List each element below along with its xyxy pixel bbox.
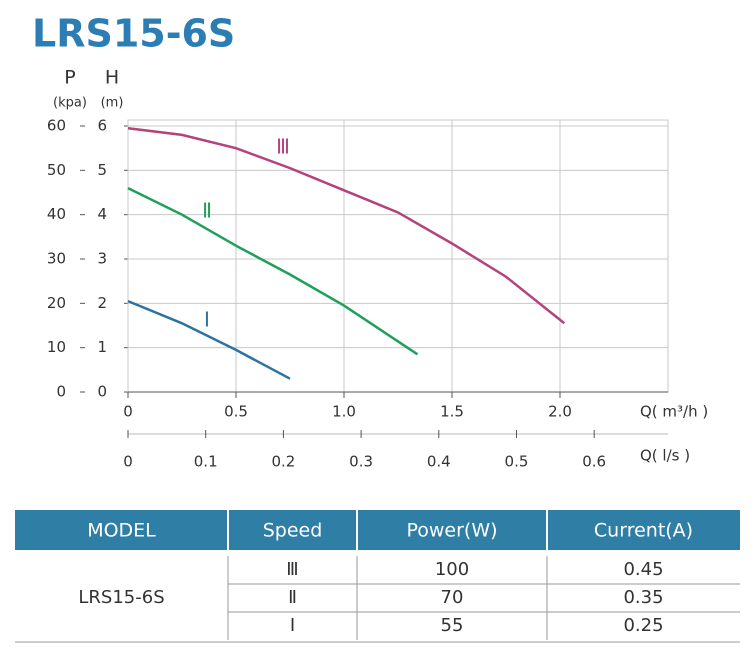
y-tick-label: 0	[97, 383, 107, 401]
curve-label: Ⅰ	[204, 308, 210, 332]
y-tick-label: 1	[97, 338, 107, 356]
table-header: Power(W)	[406, 520, 497, 542]
x-tick-label: 1.5	[440, 403, 464, 421]
table-cell: 100	[435, 559, 469, 580]
y2-tick-label: 10	[47, 338, 66, 356]
y2-unit: (kpa)	[53, 96, 87, 111]
y-tick-label: 6	[97, 117, 107, 135]
curve	[127, 126, 566, 325]
x2-tick-label: 0.2	[271, 453, 295, 471]
table-header: Speed	[263, 520, 323, 542]
y-tick-label: 3	[97, 250, 107, 268]
y-tick-label: 2	[97, 294, 107, 312]
chart-title: LRS15-6S	[32, 12, 235, 56]
x2-tick-label: 0.6	[582, 453, 606, 471]
curve-label: Ⅱ	[202, 199, 212, 223]
y-label: H	[105, 67, 119, 89]
y2-tick-label: 20	[47, 294, 66, 312]
x-tick-label: 1.0	[332, 403, 356, 421]
x2-label: Q( l/s )	[640, 447, 690, 465]
table-cell: 0.35	[623, 587, 663, 608]
table-cell: 0.25	[623, 615, 663, 636]
x2-tick-label: 0.1	[194, 453, 218, 471]
x-tick-label: 2.0	[548, 403, 572, 421]
curve-label: Ⅲ	[276, 135, 290, 159]
x2-tick-label: 0.4	[427, 453, 451, 471]
y-unit: (m)	[101, 96, 124, 111]
y-tick-label: 5	[97, 161, 107, 179]
table-cell: Ⅲ	[286, 559, 298, 580]
table-cell: Ⅰ	[290, 615, 295, 636]
x2-tick-label: 0.5	[505, 453, 529, 471]
table-cell: 55	[441, 615, 464, 636]
plot-frame	[127, 119, 669, 393]
table-cell: Ⅱ	[288, 587, 297, 608]
table-header: MODEL	[87, 520, 156, 542]
y2-tick-label: 60	[47, 117, 66, 135]
y2-tick-label: 40	[47, 205, 66, 223]
x2-tick-label: 0	[123, 453, 133, 471]
y2-label: P	[64, 67, 75, 89]
y2-tick-label: 50	[47, 161, 66, 179]
table-header: Current(A)	[594, 520, 693, 542]
curve	[127, 186, 419, 356]
y2-tick-label: 0	[56, 383, 66, 401]
curve	[127, 299, 291, 380]
model-cell: LRS15-6S	[78, 587, 164, 608]
x-label: Q( m³/h )	[640, 403, 708, 421]
table-header-bg	[15, 510, 740, 550]
table-cell: 70	[441, 587, 464, 608]
y-tick-label: 4	[97, 205, 107, 223]
x-tick-label: 0.5	[224, 403, 248, 421]
table-cell: 0.45	[623, 559, 663, 580]
y2-tick-label: 30	[47, 250, 66, 268]
x2-tick-label: 0.3	[349, 453, 373, 471]
x-tick-label: 0	[123, 403, 133, 421]
